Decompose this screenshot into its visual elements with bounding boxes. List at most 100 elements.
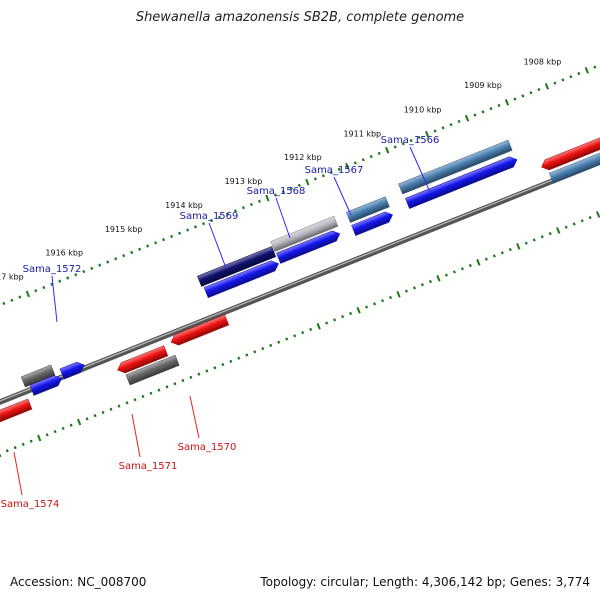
- backbone: [0, 159, 600, 405]
- inner-tick: [596, 211, 600, 218]
- inner-tick: [269, 343, 273, 348]
- inner-tick: [524, 241, 528, 245]
- inner-tick: [181, 378, 185, 383]
- inner-tick: [21, 442, 25, 447]
- outer-tick: [321, 174, 325, 178]
- gene-leader-line: [333, 176, 352, 216]
- outer-tick: [489, 107, 493, 111]
- outer-tick: [369, 154, 373, 159]
- inner-tick: [516, 243, 521, 250]
- outer-tick: [42, 285, 46, 290]
- outer-tick: [233, 209, 237, 213]
- outer-tick: [417, 135, 421, 140]
- inner-tick: [253, 350, 257, 354]
- gene-arrow: [117, 345, 169, 374]
- inner-tick: [492, 254, 496, 258]
- outer-tick: [138, 247, 142, 251]
- gene-arrow: [20, 364, 56, 388]
- gene-arrow: [351, 211, 393, 236]
- gene-label: Sama_1570: [178, 442, 237, 453]
- inner-tick: [548, 231, 552, 236]
- scale-label: 1915 kbp: [105, 225, 143, 234]
- outer-tick: [441, 126, 445, 130]
- backbone-line: [0, 159, 600, 405]
- inner-tick: [428, 279, 432, 284]
- outer-tick: [577, 71, 581, 76]
- gene-feature: [0, 398, 33, 429]
- outer-tick: [273, 193, 277, 197]
- inner-tick: [444, 273, 448, 277]
- outer-tick: [401, 142, 405, 146]
- gene-feature: [29, 375, 62, 396]
- inner-tick: [85, 417, 89, 421]
- inner-tick: [420, 283, 424, 287]
- scale-label: 1912 kbp: [284, 153, 322, 162]
- scale-label: 1916 kbp: [45, 249, 83, 258]
- gene-arrow: [398, 139, 513, 195]
- inner-tick: [532, 238, 536, 242]
- inner-tick: [356, 306, 361, 314]
- gene-feature: [197, 246, 277, 287]
- inner-tick: [476, 259, 481, 266]
- gene-arrow: [197, 246, 277, 287]
- outer-tick: [345, 162, 350, 170]
- inner-tick: [13, 445, 17, 450]
- inner-tick: [556, 227, 561, 234]
- gene-leader-line: [51, 275, 58, 323]
- inner-tick: [245, 353, 249, 357]
- gene-leader-line: [208, 222, 227, 269]
- gene-arrow: [270, 215, 339, 253]
- inner-tick: [564, 225, 568, 229]
- gene-feature: [170, 314, 230, 346]
- gene-label: Sama_1572: [23, 264, 82, 275]
- gene-label: Sama_1566: [381, 135, 440, 146]
- inner-tick: [205, 369, 209, 373]
- gene-feature: [117, 345, 169, 374]
- outer-tick: [481, 110, 485, 114]
- outer-tick: [457, 119, 461, 124]
- outer-tick: [393, 145, 397, 149]
- outer-tick: [409, 138, 413, 143]
- inner-tick: [133, 398, 137, 402]
- outer-tick: [377, 151, 381, 156]
- outer-tick: [74, 273, 78, 277]
- gene-label: Sama_1567: [305, 165, 364, 176]
- inner-tick: [412, 286, 416, 290]
- inner-tick: [325, 321, 329, 325]
- outer-tick: [529, 91, 533, 95]
- outer-tick: [569, 75, 573, 79]
- inner-tick: [396, 290, 401, 298]
- outer-tick: [194, 225, 198, 229]
- accession-text: Accession: NC_008700: [10, 575, 147, 589]
- inner-tick: [309, 327, 313, 332]
- inner-tick: [117, 404, 121, 408]
- outer-tick: [154, 241, 158, 245]
- outer-tick: [58, 279, 62, 283]
- gene-feature: [351, 211, 393, 236]
- outer-tick: [433, 129, 437, 133]
- outer-tick: [106, 260, 110, 264]
- outer-tick: [2, 301, 6, 306]
- gene-feature: [541, 124, 600, 171]
- gene-feature: [270, 215, 339, 253]
- inner-tick: [149, 391, 153, 395]
- gene-feature: [276, 230, 341, 264]
- outer-tick: [18, 295, 22, 299]
- inner-tick: [460, 267, 464, 271]
- gene-arrow: [170, 314, 230, 346]
- gene-arrow: [29, 375, 62, 396]
- outer-tick: [553, 81, 557, 85]
- outer-tick: [178, 231, 182, 235]
- inner-tick: [261, 346, 265, 351]
- outer-tick: [25, 290, 30, 298]
- inner-tick: [365, 305, 369, 309]
- inner-tick: [37, 434, 42, 442]
- outer-tick: [130, 250, 134, 255]
- scale-label: 1910 kbp: [404, 105, 442, 114]
- inner-tick: [229, 359, 233, 363]
- inner-tick: [189, 375, 193, 379]
- outer-tick: [537, 87, 541, 92]
- outer-tick: [162, 238, 166, 242]
- gene-arrow: [125, 354, 180, 386]
